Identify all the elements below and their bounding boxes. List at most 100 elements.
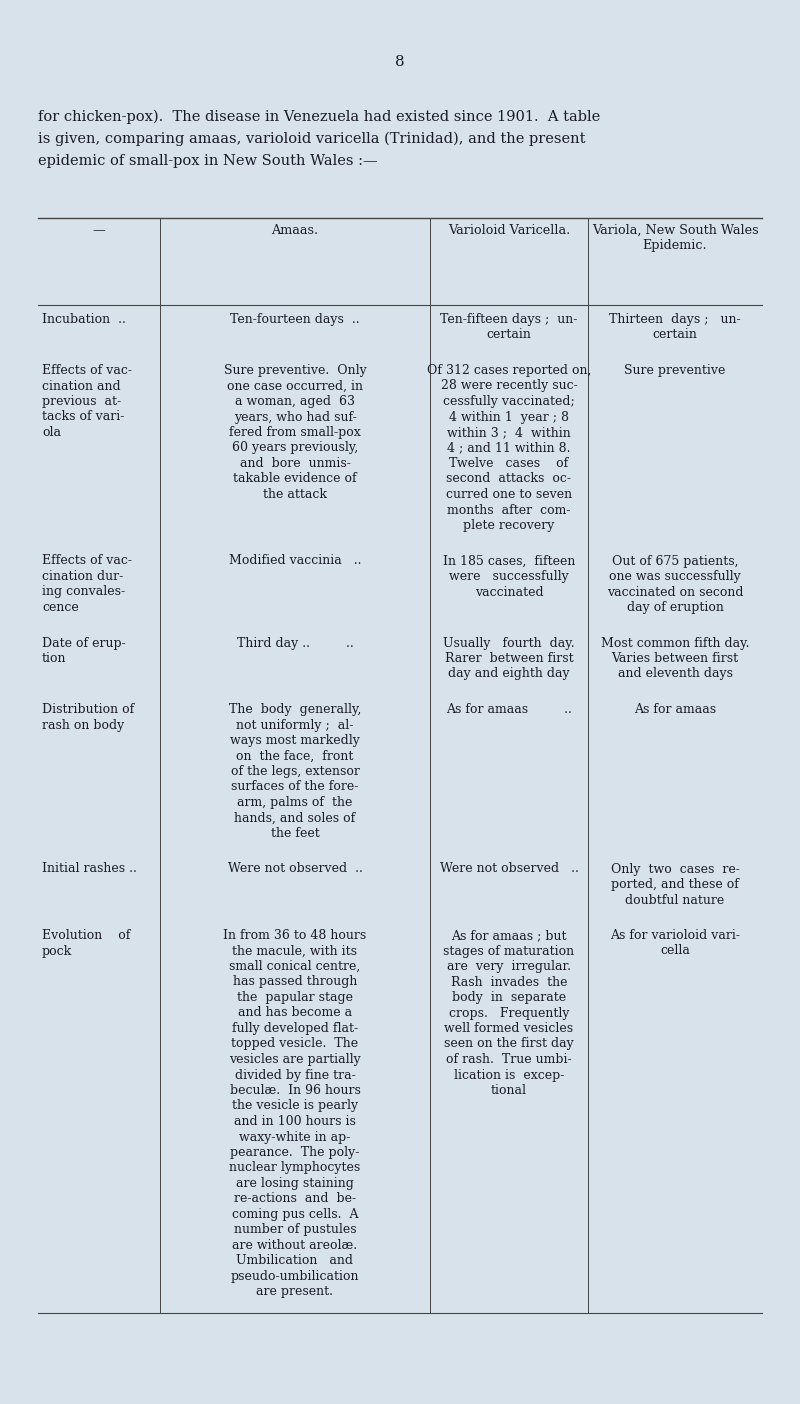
Text: Third day ..         ..: Third day .. .. — [237, 636, 354, 650]
Text: the attack: the attack — [263, 489, 327, 501]
Text: are losing staining: are losing staining — [236, 1177, 354, 1191]
Text: topped vesicle.  The: topped vesicle. The — [231, 1038, 358, 1050]
Text: cence: cence — [42, 601, 78, 614]
Text: divided by fine tra-: divided by fine tra- — [234, 1068, 355, 1081]
Text: Twelve   cases    of: Twelve cases of — [450, 456, 569, 470]
Text: body  in  separate: body in separate — [452, 991, 566, 1004]
Text: and in 100 hours is: and in 100 hours is — [234, 1115, 356, 1127]
Text: plete recovery: plete recovery — [463, 519, 554, 532]
Text: fered from small-pox: fered from small-pox — [229, 425, 361, 439]
Text: Incubation  ..: Incubation .. — [42, 313, 126, 326]
Text: are  very  irregular.: are very irregular. — [447, 960, 571, 973]
Text: beculæ.  In 96 hours: beculæ. In 96 hours — [230, 1084, 361, 1097]
Text: As for amaas ; but: As for amaas ; but — [451, 929, 566, 942]
Text: vesicles are partially: vesicles are partially — [229, 1053, 361, 1066]
Text: pock: pock — [42, 945, 72, 958]
Text: coming pus cells.  A: coming pus cells. A — [232, 1207, 358, 1221]
Text: cination and: cination and — [42, 379, 121, 393]
Text: one was successfully: one was successfully — [609, 570, 741, 583]
Text: day of eruption: day of eruption — [626, 601, 723, 614]
Text: In 185 cases,  fifteen: In 185 cases, fifteen — [443, 555, 575, 567]
Text: As for amaas: As for amaas — [634, 703, 716, 716]
Text: of the legs, extensor: of the legs, extensor — [230, 765, 359, 778]
Text: rash on body: rash on body — [42, 719, 124, 731]
Text: Usually   fourth  day.: Usually fourth day. — [443, 636, 575, 650]
Text: on  the face,  front: on the face, front — [236, 750, 354, 762]
Text: stages of maturation: stages of maturation — [443, 945, 574, 958]
Text: Effects of vac-: Effects of vac- — [42, 555, 132, 567]
Text: Varioloid Varicella.: Varioloid Varicella. — [448, 225, 570, 237]
Text: cessfully vaccinated;: cessfully vaccinated; — [443, 395, 575, 409]
Text: 60 years previously,: 60 years previously, — [232, 441, 358, 455]
Text: tacks of vari-: tacks of vari- — [42, 410, 124, 424]
Text: certain: certain — [653, 329, 698, 341]
Text: Variola, New South Wales: Variola, New South Wales — [592, 225, 758, 237]
Text: pearance.  The poly-: pearance. The poly- — [230, 1146, 360, 1158]
Text: tion: tion — [42, 651, 66, 665]
Text: ing convales-: ing convales- — [42, 585, 125, 598]
Text: 8: 8 — [395, 55, 405, 69]
Text: a woman, aged  63: a woman, aged 63 — [235, 395, 355, 409]
Text: Ten-fifteen days ;  un-: Ten-fifteen days ; un- — [440, 313, 578, 326]
Text: Only  two  cases  re-: Only two cases re- — [610, 862, 739, 876]
Text: day and eighth day: day and eighth day — [448, 667, 570, 681]
Text: second  attacks  oc-: second attacks oc- — [446, 473, 571, 486]
Text: Initial rashes ..: Initial rashes .. — [42, 862, 137, 876]
Text: vaccinated on second: vaccinated on second — [606, 585, 743, 598]
Text: hands, and soles of: hands, and soles of — [234, 812, 356, 824]
Text: 28 were recently suc-: 28 were recently suc- — [441, 379, 578, 393]
Text: Rash  invades  the: Rash invades the — [450, 976, 567, 988]
Text: doubtful nature: doubtful nature — [626, 893, 725, 907]
Text: previous  at-: previous at- — [42, 395, 121, 409]
Text: lication is  excep-: lication is excep- — [454, 1068, 564, 1081]
Text: fully developed flat-: fully developed flat- — [232, 1022, 358, 1035]
Text: the vesicle is pearly: the vesicle is pearly — [232, 1099, 358, 1112]
Text: Effects of vac-: Effects of vac- — [42, 364, 132, 378]
Text: —: — — [93, 225, 106, 237]
Text: the macule, with its: the macule, with its — [233, 945, 358, 958]
Text: Thirteen  days ;   un-: Thirteen days ; un- — [609, 313, 741, 326]
Text: are without areolæ.: are without areolæ. — [233, 1238, 358, 1252]
Text: waxy-white in ap-: waxy-white in ap- — [239, 1130, 350, 1143]
Text: well formed vesicles: well formed vesicles — [445, 1022, 574, 1035]
Text: is given, comparing amaas, varioloid varicella (Trinidad), and the present: is given, comparing amaas, varioloid var… — [38, 132, 586, 146]
Text: cella: cella — [660, 945, 690, 958]
Text: curred one to seven: curred one to seven — [446, 489, 572, 501]
Text: Evolution    of: Evolution of — [42, 929, 130, 942]
Text: cination dur-: cination dur- — [42, 570, 123, 583]
Text: takable evidence of: takable evidence of — [233, 473, 357, 486]
Text: Were not observed  ..: Were not observed .. — [227, 862, 362, 876]
Text: and has become a: and has become a — [238, 1007, 352, 1019]
Text: ported, and these of: ported, and these of — [611, 878, 739, 892]
Text: In from 36 to 48 hours: In from 36 to 48 hours — [223, 929, 366, 942]
Text: are present.: are present. — [257, 1286, 334, 1299]
Text: Date of erup-: Date of erup- — [42, 636, 126, 650]
Text: Sure preventive: Sure preventive — [624, 364, 726, 378]
Text: within 3 ;  4  within: within 3 ; 4 within — [447, 425, 571, 439]
Text: for chicken-pox).  The disease in Venezuela had existed since 1901.  A table: for chicken-pox). The disease in Venezue… — [38, 110, 600, 125]
Text: 4 ; and 11 within 8.: 4 ; and 11 within 8. — [447, 441, 570, 455]
Text: Distribution of: Distribution of — [42, 703, 134, 716]
Text: Rarer  between first: Rarer between first — [445, 651, 574, 665]
Text: and eleventh days: and eleventh days — [618, 667, 733, 681]
Text: Of 312 cases reported on,: Of 312 cases reported on, — [427, 364, 591, 378]
Text: not uniformly ;  al-: not uniformly ; al- — [236, 719, 354, 731]
Text: As for varioloid vari-: As for varioloid vari- — [610, 929, 740, 942]
Text: of rash.  True umbi-: of rash. True umbi- — [446, 1053, 572, 1066]
Text: nuclear lymphocytes: nuclear lymphocytes — [230, 1161, 361, 1175]
Text: Sure preventive.  Only: Sure preventive. Only — [224, 364, 366, 378]
Text: pseudo-umbilication: pseudo-umbilication — [230, 1271, 359, 1283]
Text: epidemic of small-pox in New South Wales :—: epidemic of small-pox in New South Wales… — [38, 154, 378, 168]
Text: and  bore  unmis-: and bore unmis- — [239, 456, 350, 470]
Text: Were not observed   ..: Were not observed .. — [439, 862, 578, 876]
Text: ola: ola — [42, 425, 61, 439]
Text: Umbilication   and: Umbilication and — [237, 1255, 354, 1268]
Text: months  after  com-: months after com- — [447, 504, 570, 517]
Text: vaccinated: vaccinated — [474, 585, 543, 598]
Text: tional: tional — [491, 1084, 527, 1097]
Text: Epidemic.: Epidemic. — [642, 240, 707, 253]
Text: small conical centre,: small conical centre, — [230, 960, 361, 973]
Text: Ten-fourteen days  ..: Ten-fourteen days .. — [230, 313, 360, 326]
Text: certain: certain — [486, 329, 531, 341]
Text: number of pustules: number of pustules — [234, 1223, 356, 1237]
